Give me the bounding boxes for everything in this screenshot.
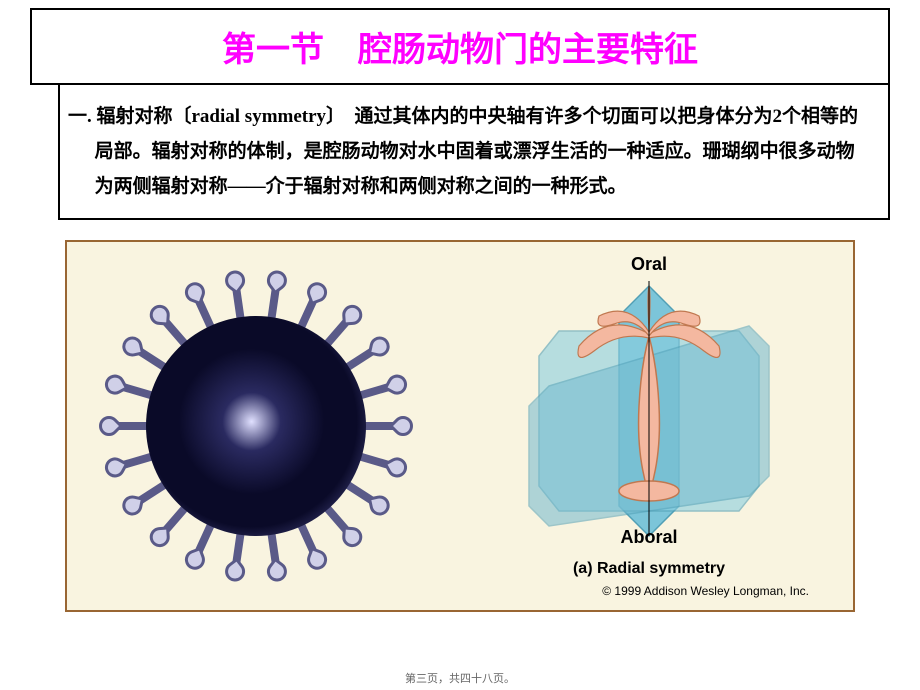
body-box: 一. 辐射对称〔radial symmetry〕 通过其体内的中央轴有许多个切面… xyxy=(58,85,890,220)
tentacle xyxy=(231,530,245,577)
slide: 第一节 腔肠动物门的主要特征 一. 辐射对称〔radial symmetry〕 … xyxy=(0,0,920,690)
title-box: 第一节 腔肠动物门的主要特征 xyxy=(30,8,890,85)
label-aboral: Aboral xyxy=(620,527,677,548)
slide-footer: 第三页，共四十八页。 xyxy=(405,670,515,686)
figure-area: Oral Aboral (a) Radial symmetry © 1999 A… xyxy=(65,240,855,612)
organism-left xyxy=(101,271,411,581)
tentacle xyxy=(105,422,151,430)
tentacle xyxy=(361,422,407,430)
slide-title: 第一节 腔肠动物门的主要特征 xyxy=(52,22,868,71)
label-oral: Oral xyxy=(631,254,667,275)
tentacle xyxy=(231,276,245,323)
tentacle xyxy=(356,452,402,473)
radial-diagram: Oral Aboral (a) Radial symmetry © 1999 A… xyxy=(479,246,819,606)
tentacle xyxy=(267,530,281,577)
radial-symmetry-svg xyxy=(499,276,799,546)
tentacle xyxy=(356,380,402,401)
tentacle xyxy=(267,276,281,323)
body-text: 一. 辐射对称〔radial symmetry〕 通过其体内的中央轴有许多个切面… xyxy=(68,99,868,204)
figure-copyright: © 1999 Addison Wesley Longman, Inc. xyxy=(602,584,809,598)
organism-body xyxy=(146,316,366,536)
figure-caption: (a) Radial symmetry xyxy=(573,560,725,578)
